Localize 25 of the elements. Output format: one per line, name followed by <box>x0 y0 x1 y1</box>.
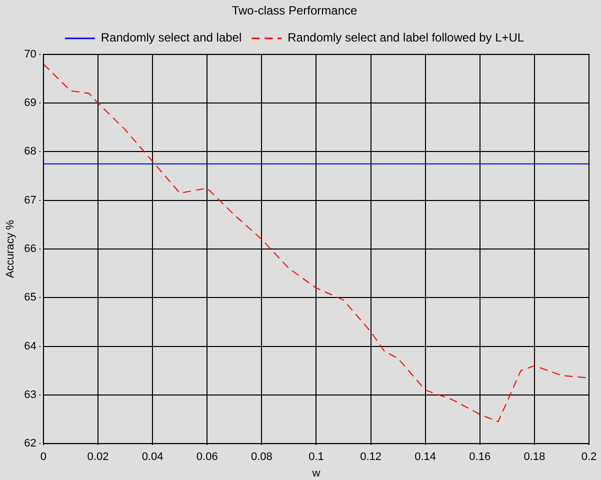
y-tick-label: 68 <box>24 146 36 158</box>
x-tick-label: 0.06 <box>196 451 218 464</box>
y-axis-title: Accuracy % <box>4 220 17 278</box>
y-tick-label: 63 <box>24 388 36 401</box>
y-tick-label: 69 <box>24 97 36 110</box>
x-tick-label: 0.12 <box>360 451 382 464</box>
x-tick-label: 0.2 <box>581 451 597 464</box>
legend-label: Randomly select and label followed by L+UL <box>288 30 524 45</box>
y-tick-label: 67 <box>24 194 36 206</box>
legend-label: Randomly select and label <box>100 30 242 45</box>
x-tick-label: 0.18 <box>524 451 546 464</box>
chart-title: Two-class Performance <box>232 4 358 18</box>
x-tick-label: 0.02 <box>87 451 109 464</box>
x-tick-label: 0.14 <box>414 451 436 464</box>
y-tick-label: 65 <box>24 292 36 304</box>
x-tick-label: 0.04 <box>142 451 164 464</box>
y-tick-label: 64 <box>24 340 36 352</box>
y-tick-label: 62 <box>24 438 36 450</box>
x-tick-label: 0.16 <box>469 451 491 464</box>
y-tick-label: 70 <box>24 48 36 60</box>
x-tick-label: 0.08 <box>250 451 272 464</box>
y-tick-label: 66 <box>24 243 36 256</box>
x-tick-label: 0.1 <box>308 451 324 464</box>
x-tick-label: 0 <box>40 451 46 464</box>
x-axis-title: w <box>311 467 320 480</box>
